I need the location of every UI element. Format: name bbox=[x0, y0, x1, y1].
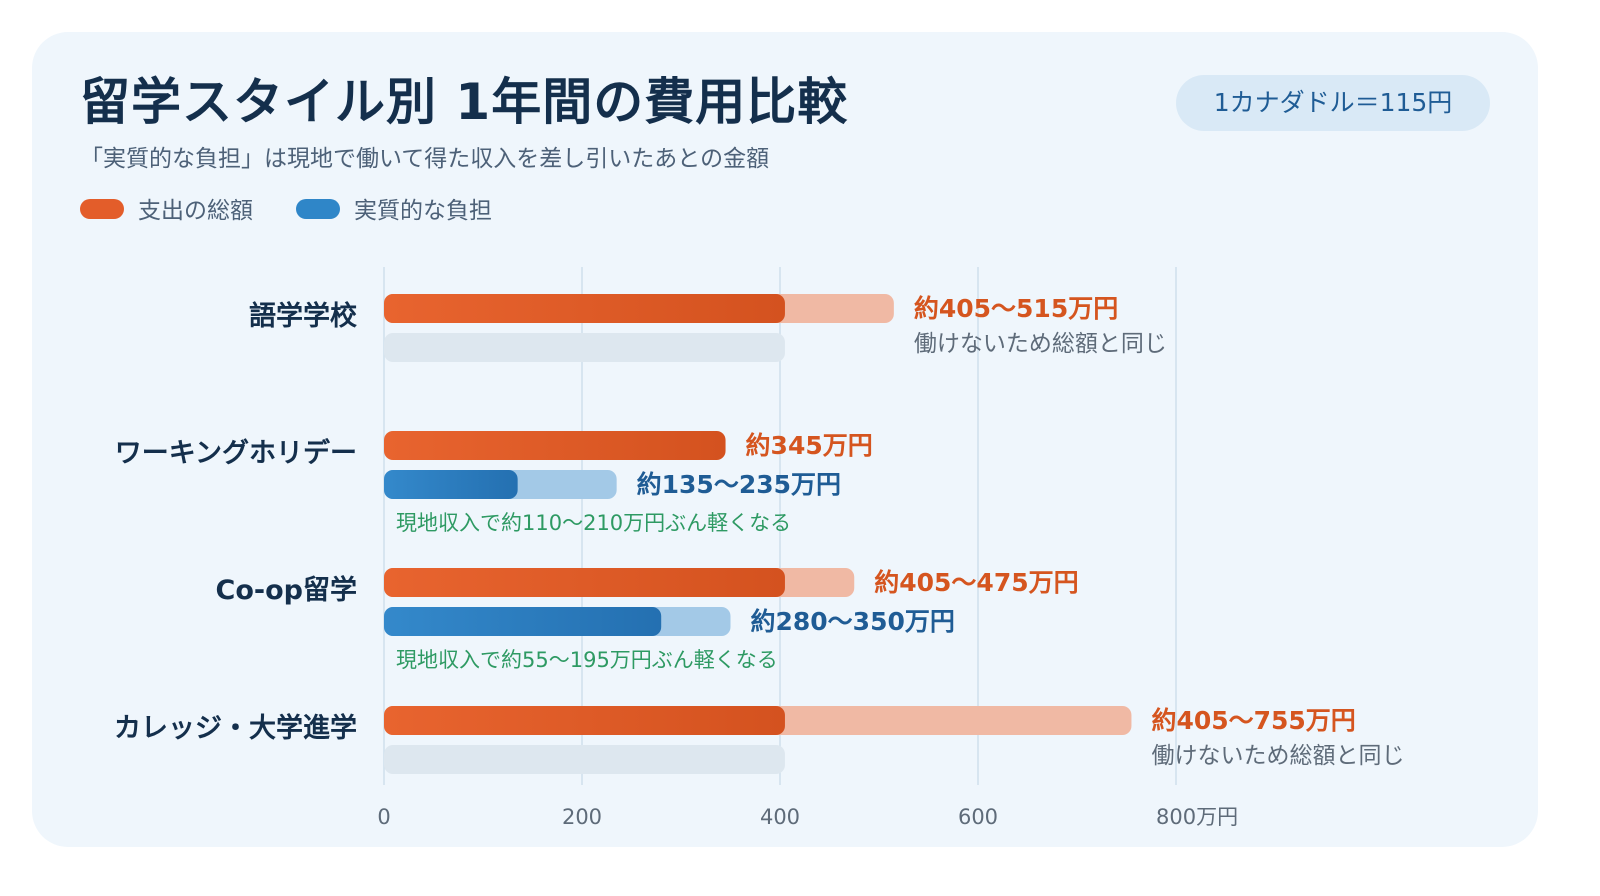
category-label: Co-op留学 bbox=[216, 574, 357, 606]
chart-subtitle: 「実質的な負担」は現地で働いて得た収入を差し引いたあとの金額 bbox=[80, 146, 770, 172]
category-label: 語学学校 bbox=[249, 300, 357, 332]
category-label: ワーキングホリデー bbox=[115, 437, 357, 469]
value-label-net: 約135〜235万円 bbox=[637, 470, 841, 499]
bar-net-empty bbox=[384, 333, 785, 362]
net-note: 働けないため総額と同じ bbox=[914, 331, 1167, 357]
x-tick-label: 600 bbox=[958, 805, 998, 829]
reduction-note: 現地収入で約110〜210万円ぶん軽くなる bbox=[396, 511, 791, 535]
exchange-rate-badge: 1カナダドル＝115円 bbox=[1176, 75, 1490, 131]
bar-net-empty bbox=[384, 745, 785, 774]
value-label-total: 約345万円 bbox=[746, 431, 873, 460]
bar-net bbox=[384, 470, 518, 499]
value-label-total: 約405〜515万円 bbox=[914, 294, 1118, 323]
legend-label-net: 実質的な負担 bbox=[354, 198, 492, 224]
legend-label-total: 支出の総額 bbox=[138, 198, 253, 224]
legend-swatch-net bbox=[296, 199, 340, 219]
reduction-note: 現地収入で約55〜195万円ぶん軽くなる bbox=[396, 648, 778, 672]
value-label-net: 約280〜350万円 bbox=[751, 607, 955, 636]
value-label-total: 約405〜755万円 bbox=[1151, 706, 1355, 735]
x-tick-label: 800万円 bbox=[1156, 805, 1238, 829]
net-note: 働けないため総額と同じ bbox=[1151, 743, 1404, 769]
value-label-total: 約405〜475万円 bbox=[874, 568, 1078, 597]
category-label: カレッジ・大学進学 bbox=[114, 712, 357, 744]
x-tick-label: 0 bbox=[377, 805, 390, 829]
bar-total bbox=[384, 706, 785, 735]
chart-title: 留学スタイル別 1年間の費用比較 bbox=[80, 73, 849, 131]
legend-swatch-total bbox=[80, 199, 124, 219]
x-tick-label: 400 bbox=[760, 805, 800, 829]
x-tick-label: 200 bbox=[562, 805, 602, 829]
bar-total bbox=[384, 431, 726, 460]
bar-total bbox=[384, 294, 785, 323]
bar-total bbox=[384, 568, 785, 597]
bar-net bbox=[384, 607, 662, 636]
